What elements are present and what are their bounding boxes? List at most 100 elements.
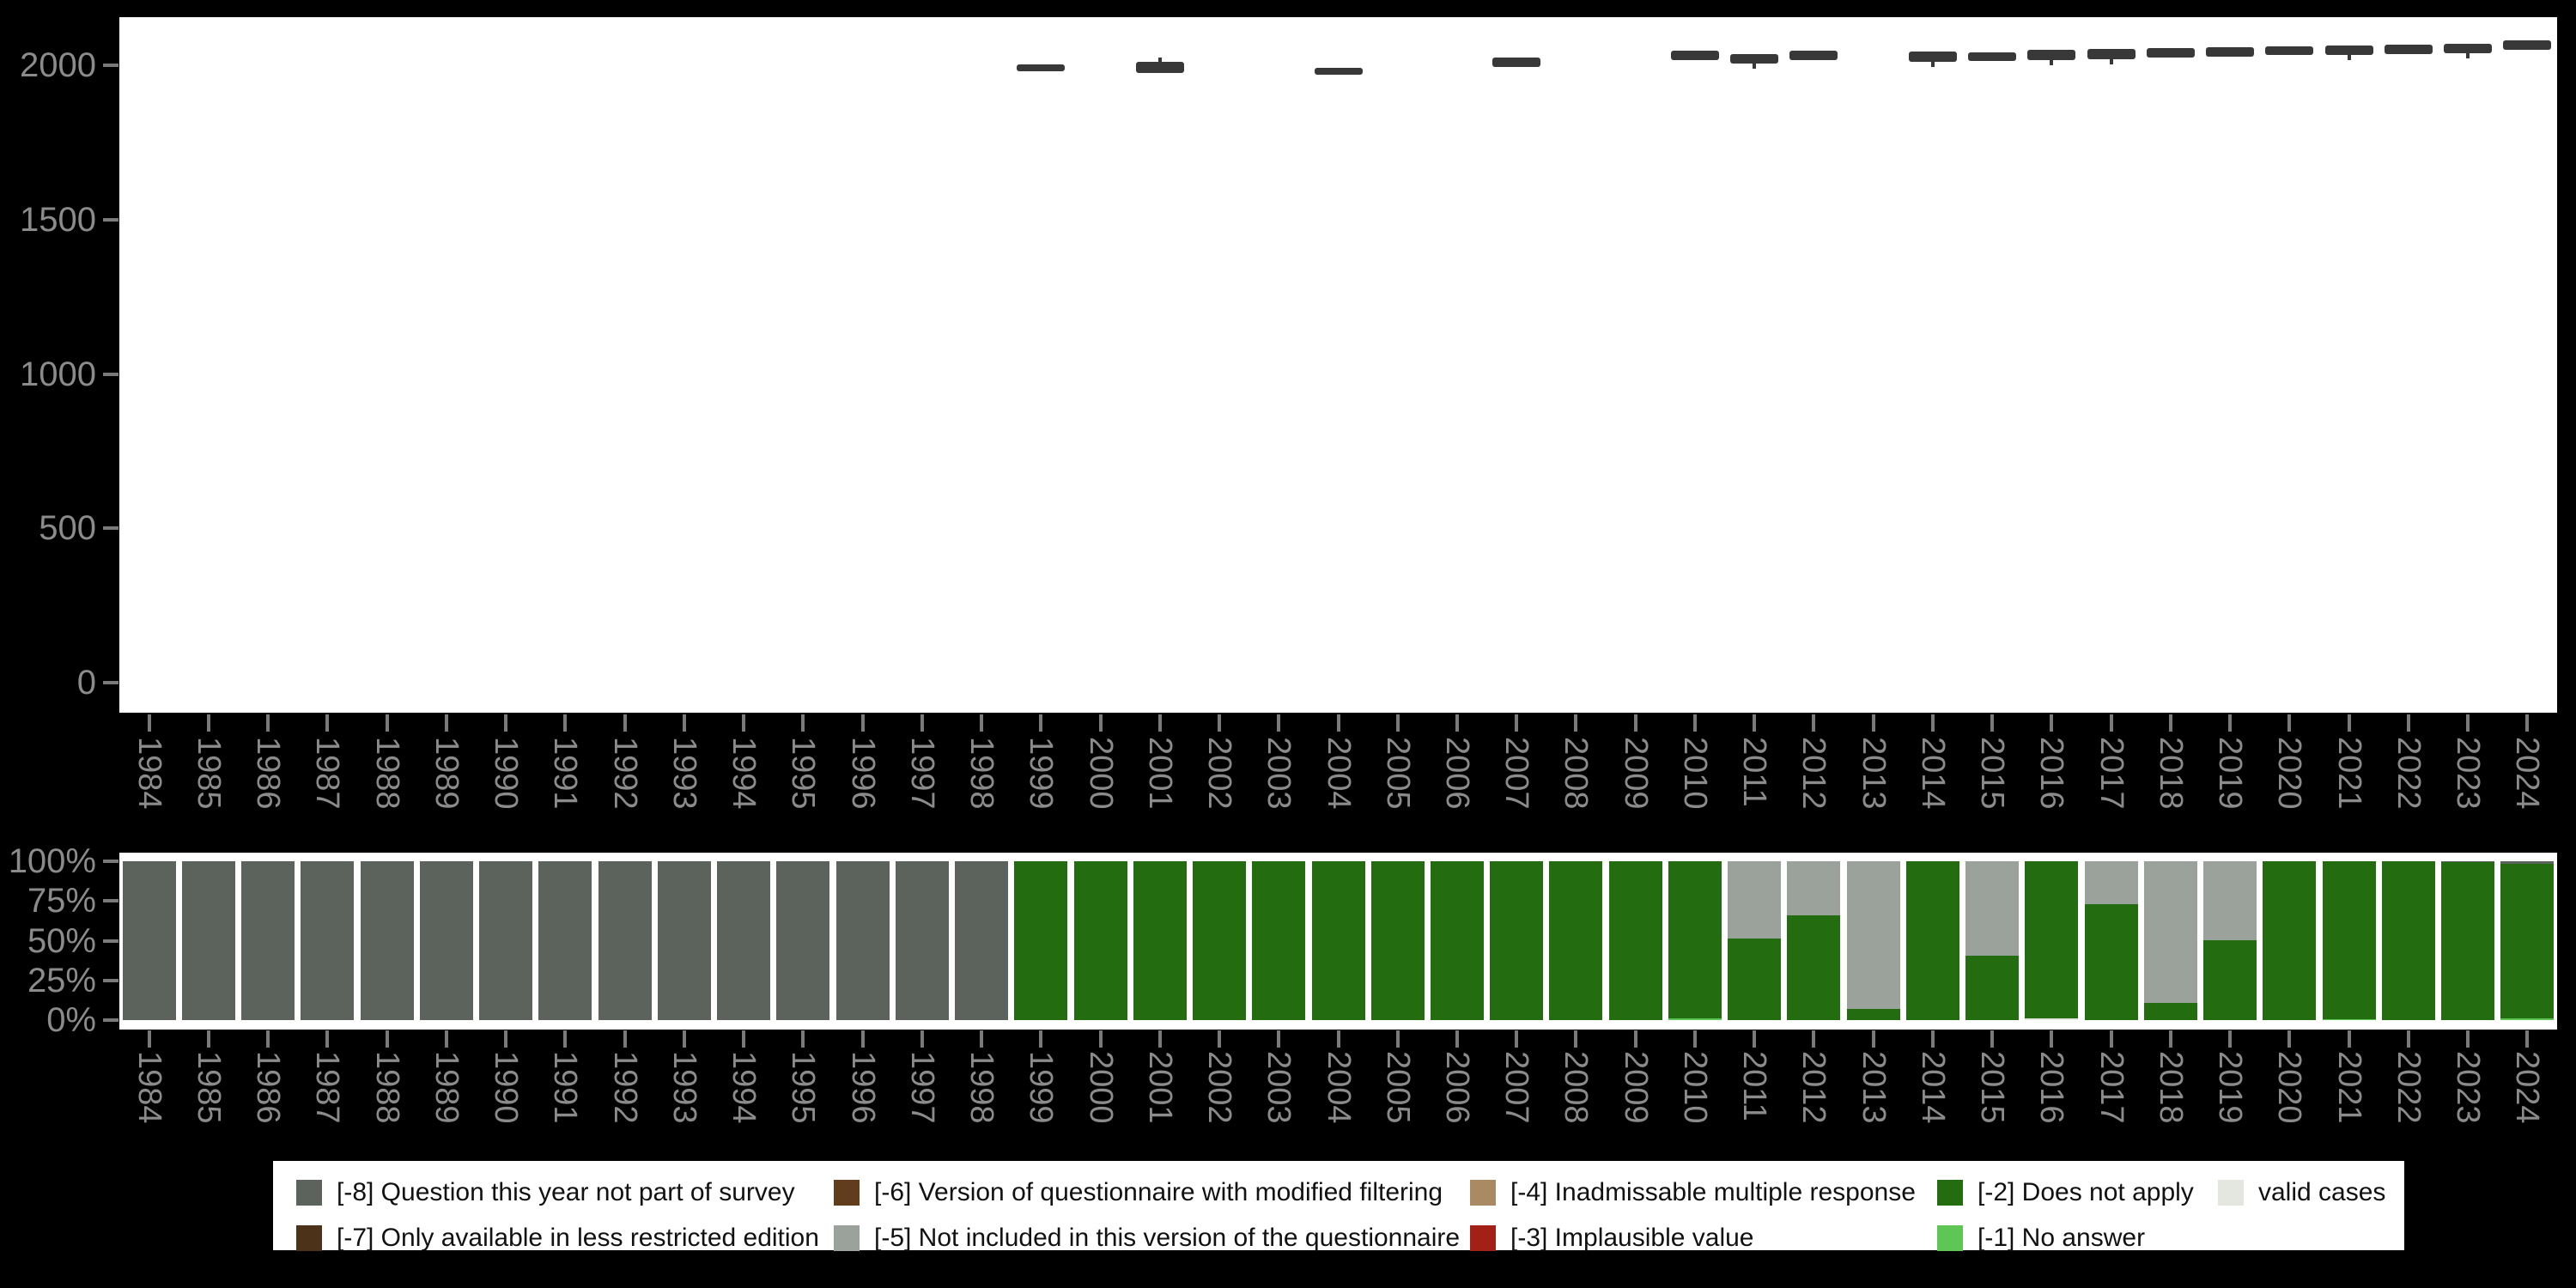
bar-segment--8 bbox=[955, 861, 1009, 1020]
bottom-x-axis-year-label: 2005 bbox=[1379, 1051, 1416, 1124]
top-x-axis-year-label: 1992 bbox=[606, 737, 643, 810]
boxplot-box bbox=[2265, 46, 2314, 56]
legend-label--4: [-4] Inadmissable multiple response bbox=[1510, 1178, 1916, 1206]
top-x-axis-year-label: 1999 bbox=[1023, 737, 1060, 810]
bottom-x-axis-tick bbox=[385, 1030, 389, 1048]
bottom-y-axis-tick bbox=[103, 939, 118, 943]
bottom-y-axis-label: 25% bbox=[27, 961, 96, 999]
bottom-x-axis-tick bbox=[1574, 1030, 1578, 1048]
bottom-x-axis-tick bbox=[1277, 1030, 1281, 1048]
top-x-axis-year-label: 1993 bbox=[665, 737, 702, 810]
bottom-x-axis-year-label: 2014 bbox=[1914, 1051, 1951, 1124]
bar-segment--2 bbox=[2263, 861, 2317, 1020]
bar-segment--2 bbox=[1193, 861, 1246, 1020]
boxplot-box bbox=[2324, 45, 2373, 56]
top-x-axis-year-label: 2019 bbox=[2212, 737, 2249, 810]
top-x-axis-year-label: 1995 bbox=[785, 737, 822, 810]
top-x-axis-year-label: 2008 bbox=[1558, 737, 1595, 810]
bottom-x-axis-year-label: 1985 bbox=[190, 1051, 227, 1124]
boxplot-box bbox=[1017, 64, 1066, 71]
bottom-x-axis-tick bbox=[325, 1030, 330, 1048]
top-y-axis-tick bbox=[103, 64, 118, 67]
top-x-axis-tick bbox=[1990, 714, 1995, 732]
bottom-x-axis-tick bbox=[1218, 1030, 1221, 1048]
boxplot-lower-whisker bbox=[1753, 64, 1757, 69]
bar-segment--1 bbox=[2322, 1018, 2376, 1020]
top-x-axis-tick bbox=[2466, 714, 2470, 732]
top-y-axis-tick bbox=[103, 681, 118, 684]
legend-label--6: [-6] Version of questionnaire with modif… bbox=[874, 1178, 1443, 1206]
boxplot-lower-whisker bbox=[2466, 52, 2470, 59]
top-x-axis-tick bbox=[860, 714, 865, 732]
boxplot-lower-whisker bbox=[1930, 62, 1935, 68]
top-x-axis-year-label: 1986 bbox=[250, 737, 287, 810]
bar-segment--2 bbox=[1133, 861, 1187, 1020]
top-x-axis-tick bbox=[2347, 714, 2351, 732]
boxplot-box bbox=[2027, 50, 2076, 60]
top-x-axis-tick bbox=[563, 714, 568, 732]
bar-segment--8 bbox=[895, 861, 949, 1020]
bottom-x-axis-tick bbox=[801, 1030, 805, 1048]
top-x-axis-tick bbox=[682, 714, 686, 732]
top-x-axis-year-label: 2005 bbox=[1379, 737, 1416, 810]
top-x-axis-year-label: 2022 bbox=[2390, 737, 2427, 810]
top-x-axis-tick bbox=[1574, 714, 1578, 732]
bottom-x-axis-year-label: 2024 bbox=[2509, 1051, 2546, 1124]
top-x-axis-tick bbox=[1336, 714, 1340, 732]
bottom-x-axis-year-label: 1989 bbox=[428, 1051, 465, 1124]
bottom-x-axis-tick bbox=[1336, 1030, 1340, 1048]
bar-segment--5 bbox=[2143, 861, 2197, 1003]
legend-swatch--3 bbox=[1470, 1225, 1496, 1251]
bottom-x-axis-tick bbox=[1455, 1030, 1459, 1048]
bottom-y-axis-tick bbox=[103, 860, 118, 863]
bottom-x-axis-year-label: 2013 bbox=[1855, 1051, 1892, 1124]
bottom-x-axis-tick bbox=[2525, 1030, 2530, 1048]
bar-segment--2 bbox=[1787, 914, 1841, 1020]
top-x-axis-year-label: 1989 bbox=[428, 737, 465, 810]
top-x-axis-year-label: 1988 bbox=[368, 737, 405, 810]
bottom-x-axis-tick bbox=[1633, 1030, 1637, 1048]
bottom-x-axis-tick bbox=[1871, 1030, 1875, 1048]
bar-segment--2 bbox=[1728, 938, 1782, 1020]
boxplot-upper-whisker bbox=[1157, 58, 1162, 63]
bar-segment--8 bbox=[538, 861, 592, 1020]
bar-segment--2 bbox=[1490, 861, 1544, 1020]
bottom-y-axis-label: 75% bbox=[27, 882, 96, 920]
bottom-x-axis-tick bbox=[2050, 1030, 2054, 1048]
top-x-axis-tick bbox=[2109, 714, 2113, 732]
bottom-x-axis-year-label: 2015 bbox=[1974, 1051, 2011, 1124]
bottom-x-axis-year-label: 2002 bbox=[1201, 1051, 1237, 1124]
bottom-x-axis-tick bbox=[1157, 1030, 1162, 1048]
bottom-x-axis-year-label: 2004 bbox=[1320, 1051, 1357, 1124]
top-x-axis-tick bbox=[504, 714, 508, 732]
bottom-x-axis-year-label: 2016 bbox=[2033, 1051, 2070, 1124]
bottom-x-axis-year-label: 2011 bbox=[1736, 1051, 1773, 1121]
boxplot-box bbox=[1492, 58, 1541, 67]
bottom-x-axis-tick bbox=[2466, 1030, 2470, 1048]
top-x-axis-year-label: 2009 bbox=[1617, 737, 1654, 810]
top-x-axis-tick bbox=[920, 714, 924, 732]
bar-segment--2 bbox=[1014, 861, 1068, 1020]
boxplot-box bbox=[1908, 52, 1957, 63]
boxplot-box bbox=[1968, 52, 2017, 61]
legend-label--5: [-5] Not included in this version of the… bbox=[874, 1224, 1461, 1252]
top-x-axis-year-label: 2003 bbox=[1261, 737, 1297, 810]
bottom-x-axis-year-label: 1995 bbox=[785, 1051, 822, 1124]
top-x-axis-tick bbox=[325, 714, 330, 732]
bottom-x-axis-tick bbox=[1515, 1030, 1519, 1048]
legend-label--1: [-1] No answer bbox=[1978, 1224, 2146, 1252]
top-x-axis-year-label: 2023 bbox=[2450, 737, 2487, 810]
bottom-x-axis-year-label: 2006 bbox=[1438, 1051, 1475, 1124]
bottom-x-axis-year-label: 2022 bbox=[2390, 1051, 2427, 1124]
bar-segment--2 bbox=[1668, 861, 1722, 1019]
top-y-axis-label: 0 bbox=[76, 664, 96, 702]
bottom-x-axis-year-label: 2010 bbox=[1676, 1051, 1713, 1124]
bar-segment--2 bbox=[1252, 861, 1306, 1020]
bottom-x-axis-tick bbox=[266, 1030, 270, 1048]
bottom-x-axis-tick bbox=[1753, 1030, 1757, 1048]
top-x-axis-tick bbox=[1098, 714, 1103, 732]
bottom-x-axis-year-label: 1992 bbox=[606, 1051, 643, 1124]
bar-segment--8 bbox=[657, 861, 711, 1020]
legend-label--7: [-7] Only available in less restricted e… bbox=[337, 1224, 819, 1252]
bottom-x-axis-tick bbox=[1990, 1030, 1995, 1048]
